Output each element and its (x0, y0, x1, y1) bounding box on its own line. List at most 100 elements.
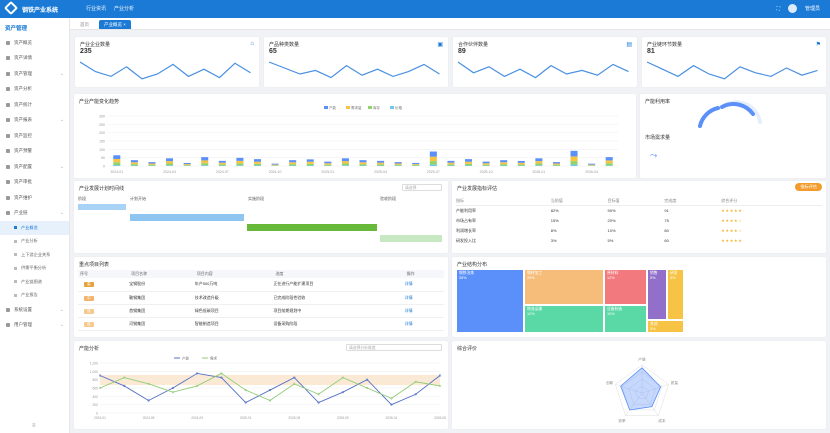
sidebar-item[interactable]: 资产详情 (0, 51, 69, 67)
collapse-icon[interactable]: ≡ (32, 423, 36, 429)
sidebar-item[interactable]: 资产审批 (0, 175, 69, 191)
bar-segment (429, 151, 437, 157)
kpi-card[interactable]: 产品种类数量 65 ▣ (264, 37, 448, 87)
sidebar-item-label: 资产审批 (14, 179, 32, 185)
sidebar-item[interactable]: 资产分析 (0, 82, 69, 98)
tab-home[interactable]: 首页 (80, 22, 89, 27)
treemap-cell-pct: 20% (527, 276, 535, 280)
menu-icon (6, 211, 10, 216)
share-icon[interactable]: ⤳ (650, 150, 658, 160)
ranking-row[interactable]: 研发投入比 3% 5% 60 ★★★★★ (456, 236, 822, 246)
bar-segment (517, 162, 525, 165)
sidebar-subitem[interactable]: 产业链图谱 (0, 275, 69, 289)
sidebar-item[interactable]: 用户管理 ⌄ (0, 318, 69, 334)
timeline-bar[interactable] (78, 204, 126, 210)
x-tick-label: 2024-09 (191, 416, 203, 420)
building-icon: ⌂ (250, 41, 254, 47)
treemap-cell[interactable]: 设备制造 10% (604, 305, 647, 333)
ranking-row[interactable]: 利润增长率 8% 10% 80 ★★★★☆ (456, 226, 822, 236)
ranking-cell-target: 5% (607, 238, 614, 243)
sidebar-item[interactable]: 系统设置 ⌄ (0, 302, 69, 318)
radar-grid (621, 371, 663, 411)
timeline-bar[interactable] (380, 235, 442, 242)
sidebar-item[interactable]: 资产统计 (0, 97, 69, 113)
treemap-cell[interactable]: 钢铁冶炼 35% (456, 269, 524, 333)
sidebar-item[interactable]: 资产维护 (0, 190, 69, 206)
treemap-cell[interactable]: 其他 3% (647, 320, 684, 333)
project-status: 项目前期规划中 (273, 307, 302, 313)
radar-grid (635, 385, 649, 399)
bar-segment (253, 159, 261, 162)
sidebar-item[interactable]: 资产监控 (0, 128, 69, 144)
bar-segment (218, 164, 226, 166)
project-row[interactable]: 中 鞍钢集团 技术改造升级 已完成阶段性验收 详情 (78, 291, 444, 304)
timeline-select[interactable]: 请选择 (402, 184, 442, 191)
ranking-row[interactable]: 产能利用率 82% 90% 91 ★★★★★ (456, 206, 822, 216)
ranking-row[interactable]: 市场占有率 15% 20% 75 ★★★★☆ (456, 216, 822, 226)
x-tick-label: 2026-01 (386, 416, 398, 420)
line-chart-card: 产能分析 请选择分析维度 产能 需求 1,200 1,000 800 600 400 200 0… (74, 341, 448, 429)
treemap-cell[interactable]: 研发 3% (667, 269, 684, 320)
chevron-down-icon: ⌄ (59, 117, 64, 124)
bar-segment (500, 162, 508, 165)
legend-label: 价格 (395, 105, 403, 110)
ranking-table: 指标 当前值 目标值 完成度 综合评分 产能利用率 82% 90% 91 ★★★★★ 市场占有率 1… (456, 197, 822, 246)
treemap-cell[interactable]: 物流运输 12% (524, 305, 604, 333)
sidebar-subitem[interactable]: 供需平衡分析 (0, 262, 69, 276)
kpi-card[interactable]: 合作伙伴数量 89 ▤ (453, 37, 637, 87)
ranking-header: 目标值 (607, 198, 620, 203)
bar-segment (429, 156, 437, 162)
treemap-cell[interactable]: 原材料 12% (604, 269, 647, 305)
project-row[interactable]: 低 首钢集团 绿色低碳项目 项目前期规划中 详情 (78, 304, 444, 317)
top-nav-item[interactable]: 产业分析 (114, 6, 135, 12)
x-tick-label: 2024-01 (110, 170, 123, 174)
sidebar-subitem[interactable]: 上下游企业关系 (0, 248, 69, 262)
sidebar-item[interactable]: 产业链 ⌄ (0, 206, 69, 222)
treemap-cell-pct: 35% (459, 276, 467, 280)
sidebar-subitem[interactable]: 产业分析 (0, 235, 69, 249)
treemap-cell-pct: 12% (607, 276, 615, 280)
sidebar-item-label: 用户管理 (14, 322, 32, 328)
line-chart-select[interactable]: 请选择分析维度 (346, 344, 442, 351)
ranking-cell-target: 90% (607, 208, 616, 214)
project-action-link[interactable]: 详情 (404, 294, 413, 300)
radar-axis (615, 384, 643, 394)
kpi-sparkline (269, 61, 440, 79)
sidebar-item[interactable]: 资产配置 ⌄ (0, 159, 69, 175)
timeline-header: 阶段 (78, 196, 86, 201)
kpi-title: 产业企业数量 (80, 42, 111, 48)
sidebar-subitem[interactable]: 产业概览 (0, 221, 69, 235)
project-action-link[interactable]: 详情 (404, 320, 413, 326)
fullscreen-icon[interactable]: ⛶ (776, 5, 780, 12)
sidebar-item[interactable]: 资产报表 ⌄ (0, 113, 69, 129)
legend-label: 库存 (373, 105, 381, 110)
project-action-link[interactable]: 详情 (404, 281, 413, 287)
timeline-bar[interactable] (247, 224, 377, 231)
bar-segment (359, 162, 367, 165)
project-row[interactable]: 低 河钢集团 智能制造项目 设备采购阶段 详情 (78, 317, 444, 330)
top-nav-item[interactable]: 行业资讯 (86, 6, 107, 12)
bar-segment (605, 163, 613, 166)
sidebar-item-label: 资产监控 (14, 132, 32, 138)
treemap-card: 产业结构分布 钢铁冶炼 35% 钢材加工 20% 原材料 12% 物流运输 12% 设备制造 10… (452, 257, 826, 337)
treemap-cell[interactable]: 销售 5% (647, 269, 667, 320)
sidebar-subitem[interactable]: 产业报告 (0, 289, 69, 303)
project-action-link[interactable]: 详情 (404, 307, 413, 313)
x-tick-label: 2026-01 (532, 170, 545, 174)
kpi-card[interactable]: 产业链环节数量 81 ⚑ (642, 37, 826, 87)
line-chart-title: 产能分析 (79, 346, 100, 352)
bar-segment (535, 161, 543, 164)
kpi-card[interactable]: 产业企业数量 235 ⌂ (75, 37, 259, 87)
progress-label-2: 市场需求量 (645, 135, 671, 141)
user-name[interactable]: 管理员 (804, 6, 820, 12)
timeline-bar[interactable] (130, 214, 244, 221)
project-row[interactable]: 高 宝钢股份 年产500万吨 正在进行产能扩建项目 详情 (78, 278, 444, 291)
sidebar-item[interactable]: 资产管理 ⌄ (0, 66, 69, 82)
avatar[interactable] (787, 4, 797, 13)
treemap-cell[interactable]: 钢材加工 20% (524, 269, 604, 305)
ranking-tag[interactable]: 指标评估 (795, 183, 822, 191)
kpi-sparkline (458, 61, 629, 79)
tab-overview[interactable]: 产业概览 × (99, 20, 131, 29)
sidebar-item[interactable]: 资产预警 (0, 144, 69, 160)
sidebar-item[interactable]: 资产概览 (0, 35, 69, 51)
